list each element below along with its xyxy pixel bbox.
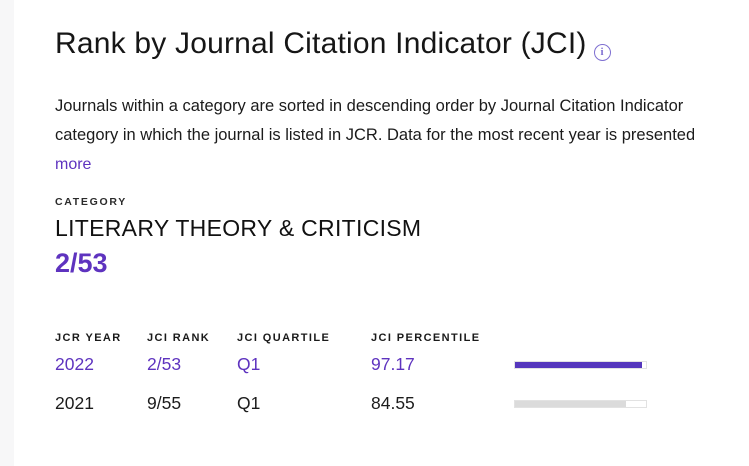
column-header-jci-rank: JCI RANK xyxy=(147,332,211,344)
description-line-2: category in which the journal is listed … xyxy=(55,126,694,144)
adjacent-panel-edge xyxy=(0,0,14,466)
category-label: CATEGORY xyxy=(55,196,127,208)
more-link[interactable]: more xyxy=(55,156,92,173)
cell-percentile: 84.55 xyxy=(371,393,415,413)
cell-rank: 9/55 xyxy=(147,393,182,413)
description-line-1: Journals within a category are sorted in… xyxy=(55,97,684,115)
cell-quartile: Q1 xyxy=(237,354,261,374)
cell-rank: 2/53 xyxy=(147,354,182,374)
table-row-2022: 2022 2/53 Q1 97.17 xyxy=(55,345,694,384)
percentile-bar xyxy=(514,399,647,408)
section-description: Journals within a category are sorted in… xyxy=(55,92,694,150)
cell-percentile: 97.17 xyxy=(371,354,415,374)
cell-quartile: Q1 xyxy=(237,393,261,413)
category-name: LITERARY THEORY & CRITICISM xyxy=(55,215,422,241)
column-header-jcr-year: JCR YEAR xyxy=(55,332,122,344)
section-title: Rank by Journal Citation Indicator (JCI) xyxy=(55,27,587,60)
table-header-row: JCR YEAR JCI RANK JCI QUARTILE JCI PERCE… xyxy=(55,331,694,345)
category-rank: 2/53 xyxy=(55,248,108,278)
rank-table: JCR YEAR JCI RANK JCI QUARTILE JCI PERCE… xyxy=(55,331,694,423)
cell-year: 2022 xyxy=(55,354,94,374)
percentile-bar-fill xyxy=(515,361,643,368)
column-header-jci-percentile: JCI PERCENTILE xyxy=(371,332,481,344)
column-header-jci-quartile: JCI QUARTILE xyxy=(237,332,331,344)
percentile-bar-fill xyxy=(515,400,626,407)
title-line: Rank by Journal Citation Indicator (JCI)… xyxy=(55,26,694,62)
panel-content: Rank by Journal Citation Indicator (JCI)… xyxy=(55,26,694,423)
table-row-2021: 2021 9/55 Q1 84.55 xyxy=(55,384,694,423)
cell-year: 2021 xyxy=(55,393,94,413)
percentile-bar xyxy=(514,360,647,369)
info-icon[interactable]: i xyxy=(593,44,611,61)
